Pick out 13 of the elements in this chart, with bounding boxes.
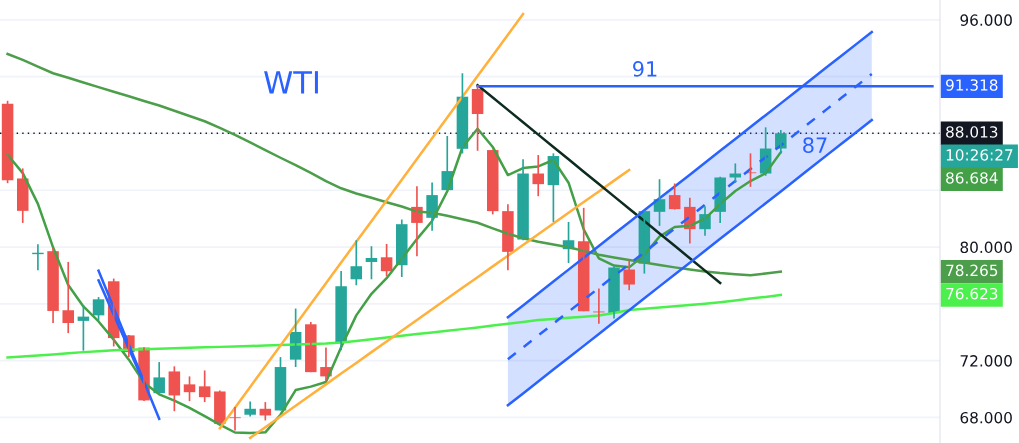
annotation: 87 [803, 137, 827, 154]
y-tick-label: 68.000 [960, 411, 1012, 424]
y-tick-label: 80.000 [960, 241, 1012, 254]
y-tick-label: 72.000 [960, 355, 1012, 367]
text: 78.265 [946, 264, 998, 277]
text: 10:26:27 [946, 149, 1013, 161]
y-tick-label: 96.000 [960, 14, 1012, 26]
text: WTI [264, 71, 318, 94]
text: 76.623 [946, 287, 998, 300]
ref-line-label: 88.013 [946, 126, 998, 138]
annotation: 91 [633, 61, 657, 77]
data-label: 91.318 [946, 79, 998, 91]
text: 86.684 [946, 172, 998, 184]
